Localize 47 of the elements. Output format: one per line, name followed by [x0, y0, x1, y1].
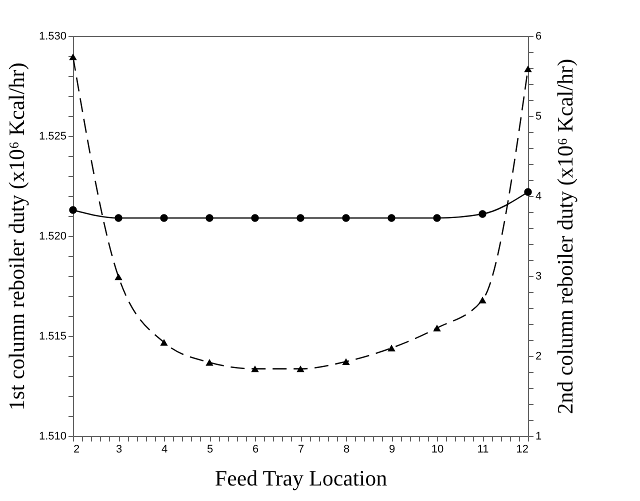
point [433, 214, 441, 222]
point [206, 214, 214, 222]
x-tick-label: 9 [388, 444, 396, 456]
point [524, 65, 532, 72]
point [296, 214, 304, 222]
point [388, 214, 396, 222]
point [251, 365, 259, 372]
x-tick-label: 7 [298, 444, 304, 456]
y2-tick-label: 1 [536, 430, 542, 442]
y-axis-title: 1st column reboiler duty (x10⁶ Kcal/hr) [4, 62, 29, 410]
point [69, 206, 77, 214]
y-tick-label: 1.525 [38, 130, 66, 142]
y-tick-label: 1.530 [38, 30, 66, 42]
y2-tick-label: 2 [536, 350, 542, 362]
y-tick-label: 1.515 [38, 330, 66, 342]
x-tick-label: 5 [206, 444, 214, 456]
x-tick-label: 8 [343, 444, 350, 456]
x-tick-label: 3 [116, 444, 122, 456]
point [433, 324, 441, 332]
point [160, 214, 168, 222]
x-tick-label: 12 [516, 444, 528, 456]
point [478, 296, 486, 304]
point [478, 210, 486, 218]
y2-tick-label: 3 [536, 270, 542, 282]
y-tick-label: 1.520 [38, 230, 66, 242]
point [160, 339, 168, 346]
point [251, 214, 259, 222]
y2-axis-title: 2nd column reboiler duty (x10⁶ Kcal/hr) [552, 58, 578, 414]
y2-tick-label: 5 [536, 110, 542, 122]
x-tick-label: 4 [161, 444, 168, 456]
x-axis-title: Feed Tray Location [214, 466, 388, 490]
x-tick-label: 6 [252, 444, 259, 456]
point [342, 358, 350, 365]
point [388, 344, 396, 352]
x-tick-label: 11 [477, 444, 489, 456]
y2-tick-label: 6 [536, 30, 542, 42]
x-tick-label: 10 [431, 444, 444, 456]
point [69, 53, 77, 60]
y-tick-label: 1.510 [38, 430, 66, 442]
y2-tick-label: 4 [536, 190, 542, 202]
point [524, 188, 532, 196]
point [342, 214, 350, 222]
point [296, 365, 304, 372]
x-tick-label: 2 [74, 444, 80, 456]
point [114, 214, 122, 222]
point [114, 273, 122, 280]
point [206, 359, 214, 366]
